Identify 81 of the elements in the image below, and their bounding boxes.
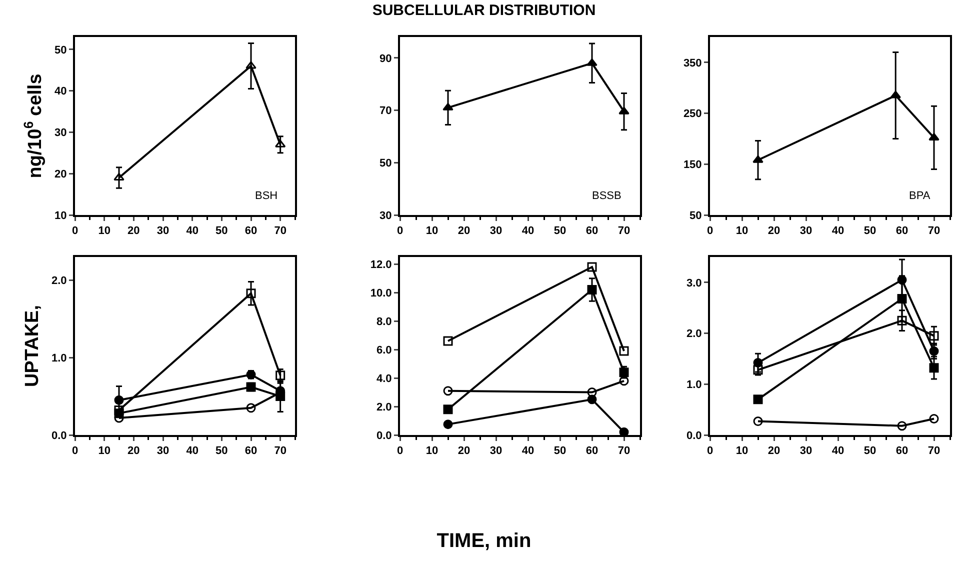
y-tick-label: 30 [380, 210, 392, 222]
x-tick-label: 0 [706, 225, 714, 238]
x-tick-label: 50 [216, 445, 228, 458]
y-tick-label: 0.0 [52, 430, 67, 442]
y-tick-label: 40 [54, 86, 67, 98]
chart-title: SUBCELLULAR DISTRIBUTION [371, 2, 597, 19]
y-tick-label: 2.0 [52, 275, 67, 288]
x-tick-label: 30 [156, 225, 170, 238]
y-tick-label: 10.0 [370, 287, 392, 300]
x-tick-label: 70 [928, 225, 940, 238]
x-tick-label: 0 [396, 445, 404, 458]
y-tick-label: 6.0 [376, 344, 392, 356]
y-tick-label: 1.0 [52, 352, 67, 364]
y-tick-label: 30 [54, 127, 67, 140]
x-axis-title: TIME, min [436, 530, 532, 553]
y-tick-label: 3.0 [686, 277, 702, 290]
y-tick-label: 50 [380, 158, 392, 170]
y-tick-label: 0.0 [376, 430, 392, 442]
x-tick-label: 50 [864, 225, 876, 238]
y-tick-label: 20 [54, 168, 67, 180]
x-tick-label: 50 [554, 445, 566, 458]
y-tick-label: 1.0 [686, 378, 702, 391]
x-tick-label: 30 [490, 225, 502, 238]
x-tick-label: 40 [186, 225, 198, 238]
x-tick-label: 20 [128, 225, 140, 238]
x-tick-label: 70 [618, 445, 630, 458]
x-tick-label: 10 [426, 445, 438, 458]
x-tick-label: 40 [832, 225, 844, 238]
x-tick-label: 20 [458, 225, 470, 238]
x-tick-label: 60 [244, 225, 258, 238]
x-tick-label: 30 [156, 445, 170, 458]
x-tick-label: 20 [128, 445, 140, 458]
y-tick-label: 10 [54, 210, 67, 222]
x-tick-label: 30 [800, 225, 812, 238]
y-tick-label: 350 [683, 57, 702, 70]
x-tick-label: 10 [736, 225, 748, 238]
annotation: BSSB [592, 190, 622, 202]
x-tick-label: 50 [216, 225, 228, 238]
x-tick-label: 10 [426, 225, 438, 238]
x-tick-label: 60 [586, 445, 598, 458]
y-tick-label: 90 [380, 52, 392, 65]
y-tick-label: 0.0 [686, 430, 702, 442]
x-tick-label: 20 [768, 445, 780, 458]
x-tick-label: 20 [458, 445, 470, 458]
x-tick-label: 60 [244, 445, 258, 458]
x-tick-label: 0 [72, 225, 78, 238]
x-tick-label: 50 [554, 225, 566, 238]
y-tick-label: 8.0 [376, 316, 392, 328]
x-tick-label: 30 [800, 445, 812, 458]
x-tick-label: 10 [98, 225, 110, 238]
x-tick-label: 70 [618, 225, 630, 238]
x-tick-label: 70 [274, 445, 286, 458]
y-tick-label: 50 [54, 44, 67, 56]
x-tick-label: 40 [832, 445, 844, 458]
x-tick-label: 60 [896, 445, 908, 458]
y-tick-label: 150 [683, 158, 702, 171]
x-tick-label: 10 [736, 445, 748, 458]
x-tick-label: 70 [274, 225, 286, 238]
x-tick-label: 20 [768, 225, 780, 238]
x-tick-label: 40 [522, 445, 534, 458]
annotation: BPA [909, 190, 931, 202]
y-tick-label: 12.0 [370, 258, 392, 271]
y-tick-label: 4.0 [376, 372, 392, 385]
x-tick-label: 30 [490, 445, 502, 458]
x-tick-label: 10 [98, 445, 110, 458]
y-tick-label: 250 [683, 108, 702, 120]
x-tick-label: 40 [186, 445, 198, 458]
y-tick-label: 50 [690, 210, 702, 222]
x-tick-label: 50 [864, 445, 876, 458]
y-tick-label: 2.0 [686, 328, 702, 340]
x-tick-label: 40 [522, 225, 534, 238]
annotation: BSH [255, 190, 278, 202]
x-tick-label: 70 [928, 445, 940, 458]
x-tick-label: 60 [896, 225, 908, 238]
y-axis-title: UPTAKE, [22, 305, 43, 387]
x-tick-label: 60 [586, 225, 598, 238]
x-tick-label: 0 [396, 225, 404, 238]
y-tick-label: 70 [380, 105, 392, 118]
y-tick-label: 2.0 [376, 401, 392, 414]
x-tick-label: 0 [72, 445, 78, 458]
x-tick-label: 0 [706, 445, 714, 458]
